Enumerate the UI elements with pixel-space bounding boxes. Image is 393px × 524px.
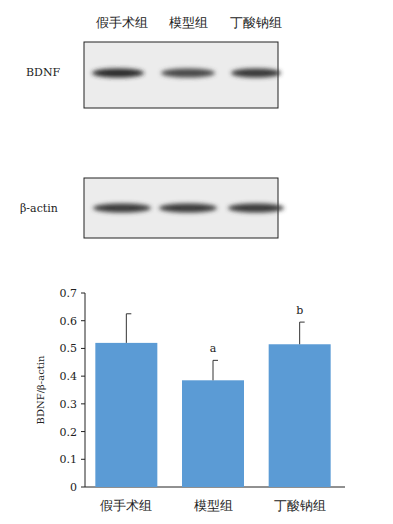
y-tick [81,487,85,488]
figure-svg: 假手术组模型组丁酸钠组BDNFβ-actin00.10.20.30.40.50.… [0,0,393,524]
annotation: b [296,304,303,317]
error-bar [213,360,218,380]
error-bar [126,314,131,343]
y-tick [81,348,85,349]
y-tick [81,431,85,432]
x-tick-label: 丁酸钠组 [274,498,326,513]
blot-band [93,204,151,213]
bar [182,380,244,487]
figure: 假手术组模型组丁酸钠组BDNFβ-actin00.10.20.30.40.50.… [0,0,393,524]
x-tick-label: 假手术组 [100,498,152,513]
x-tick-label: 模型组 [194,498,233,513]
y-tick-label: 0.3 [60,398,78,411]
y-tick [81,459,85,460]
blot-band [92,69,144,78]
y-tick-label: 0 [70,481,77,494]
blot-band [161,69,215,78]
y-tick [81,376,85,377]
y-tick-label: 0.2 [60,426,78,439]
y-tick-label: 0.7 [60,287,78,300]
error-bar [300,322,305,344]
y-tick [81,403,85,404]
y-tick [81,320,85,321]
blot-band [228,204,284,213]
y-tick-label: 0.5 [60,342,78,355]
lane-label: 丁酸钠组 [230,15,282,30]
band-label: BDNF [26,66,61,79]
bar [269,344,331,487]
lane-label: 假手术组 [96,15,148,30]
band-label: β-actin [20,202,58,215]
annotation: a [210,342,217,355]
blot-band [159,204,217,213]
y-tick-label: 0.4 [60,370,78,383]
y-axis [85,293,86,487]
y-axis-label: BDNF/β-actin [35,355,46,424]
bars [95,314,330,487]
bar [95,343,157,487]
blot-band [231,69,281,78]
y-tick [81,293,85,294]
y-tick-label: 0.6 [60,315,78,328]
y-tick-label: 0.1 [60,453,78,466]
lane-label: 模型组 [169,15,208,30]
